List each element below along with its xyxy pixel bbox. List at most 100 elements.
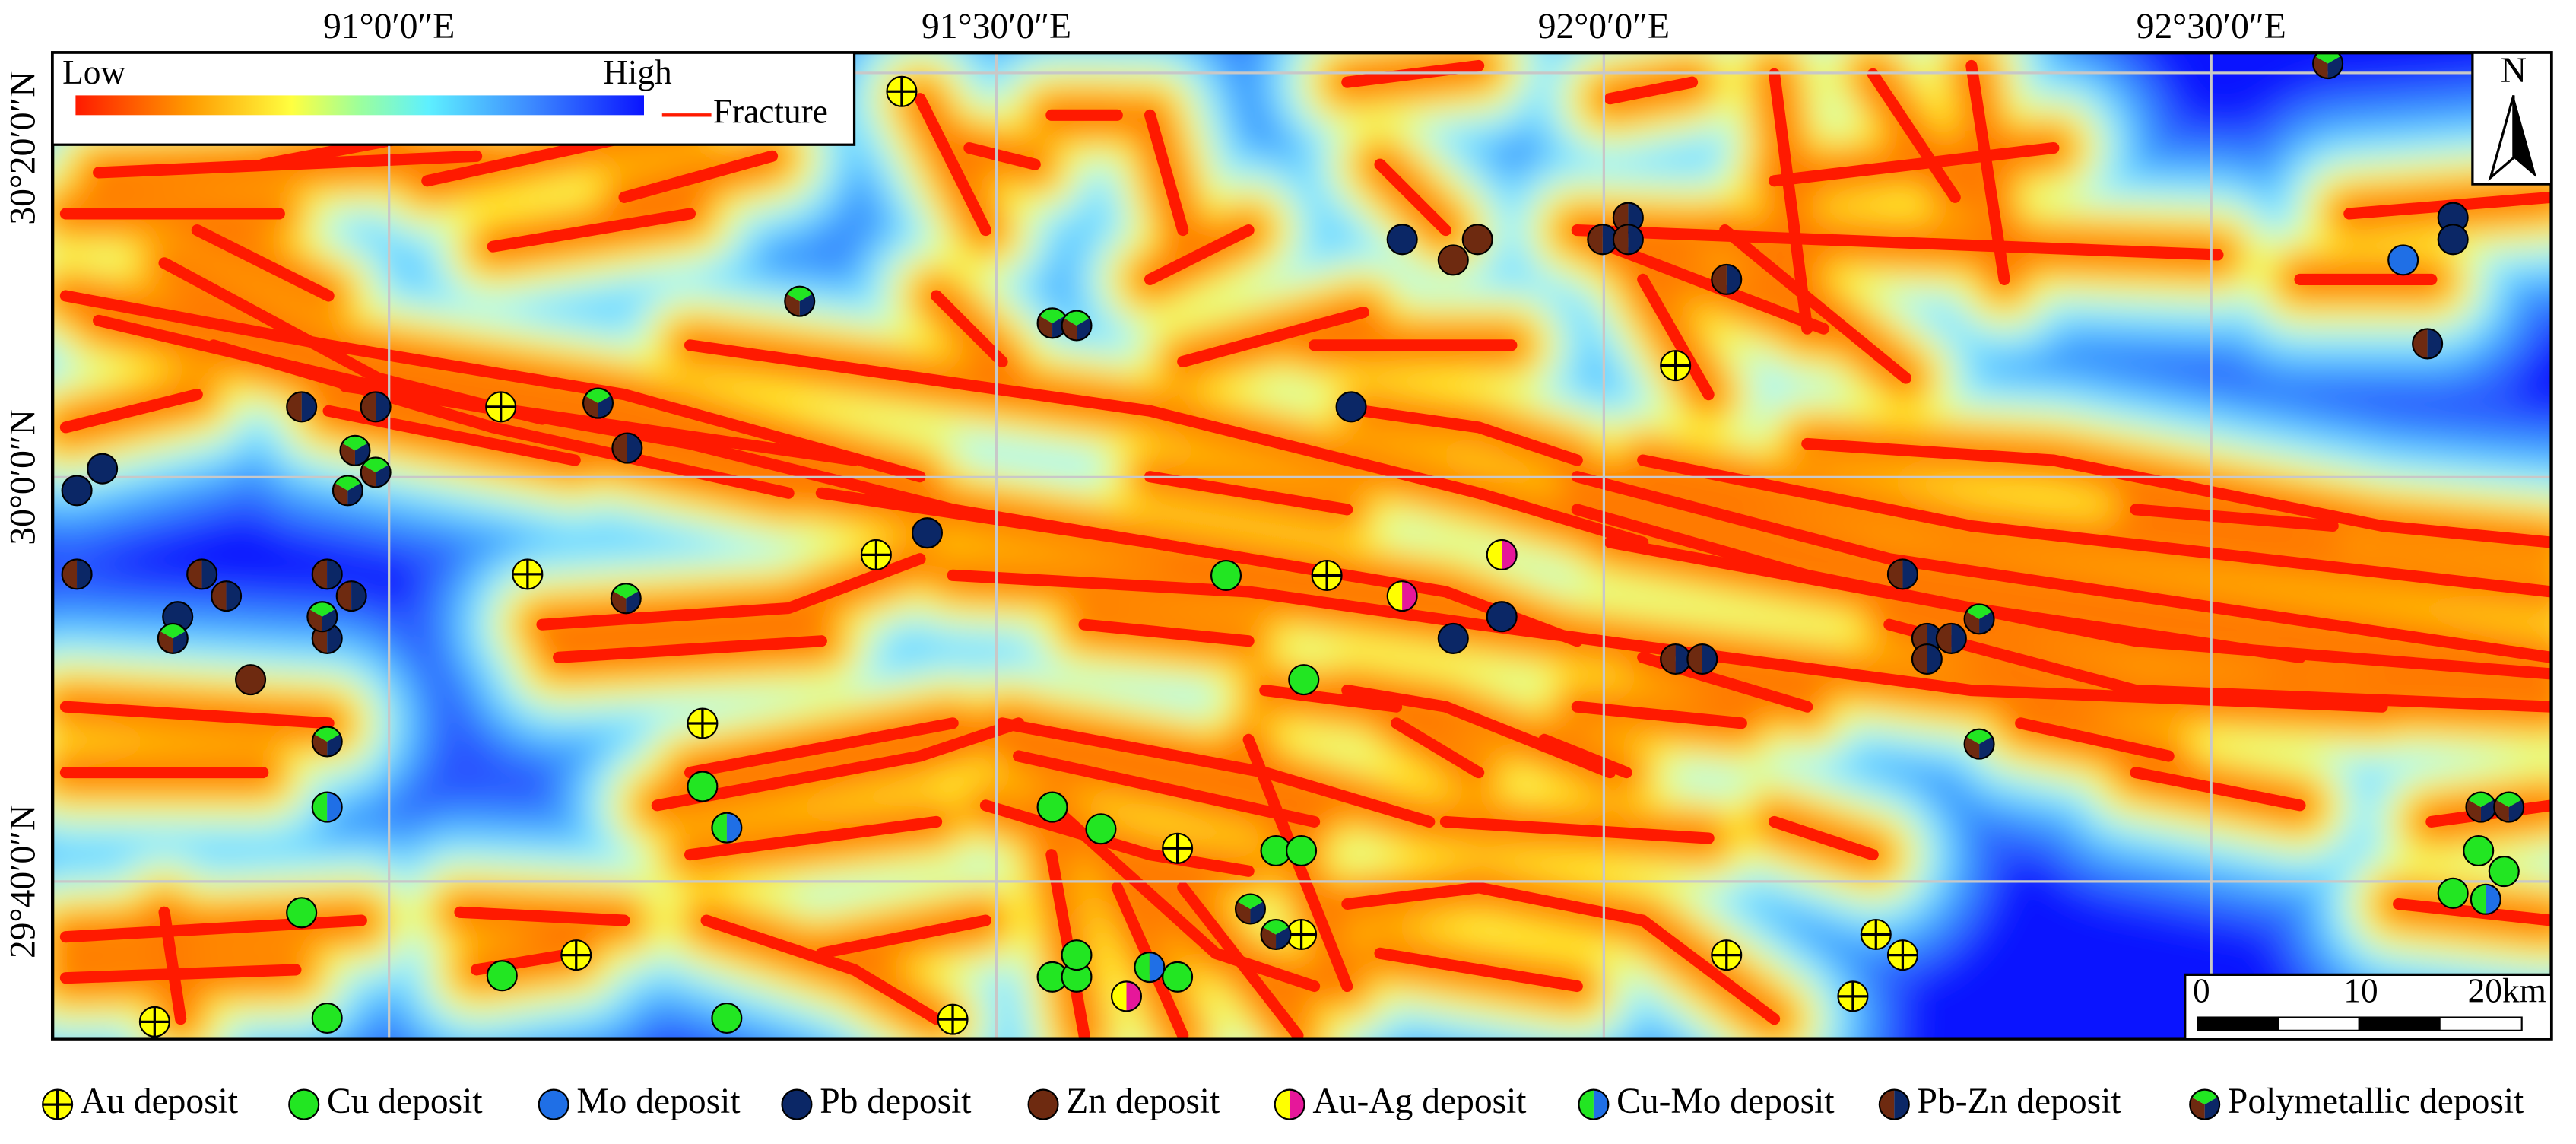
marker-sector [2470,884,2486,914]
north-arrow: N [2471,51,2553,186]
marker-outline [1935,622,1967,654]
marker-sector [585,388,611,404]
marker-outline [1274,1088,1305,1120]
deposit-marker [1837,980,1869,1012]
marker-sector [613,583,639,599]
lon-label: 91°30′0″E [922,7,1071,46]
scale-segment [2197,1016,2279,1031]
north-arrow-right [2513,95,2537,178]
scale-segment [2277,1016,2360,1031]
marker-fill [781,1088,813,1120]
deposit-marker [1036,791,1068,823]
deposit-marker [1437,622,1469,654]
deposit-marker [138,1006,170,1038]
marker-sector [1578,1089,1594,1120]
legend-label: Cu deposit [327,1082,483,1121]
marker-sector [627,433,642,463]
deposit-marker [311,558,343,590]
legend-icon [781,1088,813,1120]
scale-bar: 0 10 20km [2184,972,2553,1041]
deposit-marker [1134,952,1166,984]
legend-high: High [603,53,672,91]
marker-sector [312,559,328,589]
marker-sector [211,581,227,612]
marker-fill [1061,939,1093,971]
deposit-marker [61,475,93,507]
marker-fill [687,771,719,802]
deposit-marker [2387,244,2419,276]
legend-icon [1274,1088,1305,1120]
deposit-marker [311,1003,343,1034]
north-label: N [2501,51,2527,91]
marker-outline [335,580,367,612]
marker-sector [1712,264,1727,294]
marker-outline [2189,1088,2221,1120]
deposit-marker [157,622,189,654]
marker-outline [332,475,363,507]
deposit-marker [485,391,517,423]
map-frame [50,51,2553,1041]
lon-label: 92°0′0″E [1538,7,1670,46]
marker-outline [1711,263,1743,295]
marker-sector [77,559,92,589]
marker-fill [1286,834,1318,867]
marker-outline [1110,980,1143,1012]
marker-fill [235,664,267,696]
color-ramp [75,95,644,116]
scale-label: 10 [2343,972,2378,1010]
deposit-marker [1660,643,1692,675]
deposit-marker [711,812,743,844]
marker-fill [87,453,119,485]
marker-sector [1402,581,1417,612]
marker-outline [1386,580,1418,612]
deposit-marker [860,539,892,570]
marker-outline [2493,791,2525,823]
marker-outline [1963,728,1995,760]
deposit-group [286,559,2520,1034]
marker-fill [538,1088,569,1120]
marker-fill [1437,244,1469,276]
legend-label: Zn deposit [1066,1082,1220,1121]
marker-outline [311,791,343,823]
deposit-marker [560,939,592,971]
legend-label: Mo deposit [576,1082,740,1121]
deposit-marker [235,664,267,696]
deposit-marker [1686,643,1718,675]
marker-fill [61,475,93,507]
marker-sector [1588,224,1603,255]
deposit-marker [1386,224,1418,256]
deposit-marker [886,75,918,107]
marker-sector [1887,559,1903,589]
deposit-marker [937,1003,969,1035]
legend-label: Au deposit [81,1082,238,1121]
marker-outline [1134,952,1166,984]
marker-fill [1162,961,1194,993]
marker-sector [327,792,342,822]
deposit-marker [1311,559,1343,592]
deposit-marker [911,517,944,549]
deposit-marker [2493,791,2525,823]
deposit-marker [311,791,343,823]
marker-outline [360,456,392,488]
marker-sector [1387,581,1403,612]
legend-low: Low [62,53,125,91]
deposit-marker [1711,939,1743,971]
marker-sector [336,581,352,612]
marker-fill [1036,791,1068,823]
deposit-marker [2470,883,2501,915]
marker-sector [1486,539,1502,570]
marker-sector [1613,224,1629,255]
deposit-marker [610,583,642,615]
marker-outline [2412,328,2444,360]
marker-sector [360,392,376,422]
deposit-group [311,791,2501,984]
deposit-marker [211,580,243,612]
marker-sector [1149,952,1165,983]
marker-outline [1234,893,1266,925]
deposit-marker [2437,877,2469,909]
deposit-marker [1234,893,1266,925]
marker-sector [1112,981,1127,1012]
deposit-marker [1386,580,1418,612]
marker-sector [187,559,202,589]
marker-fill [2488,856,2520,888]
